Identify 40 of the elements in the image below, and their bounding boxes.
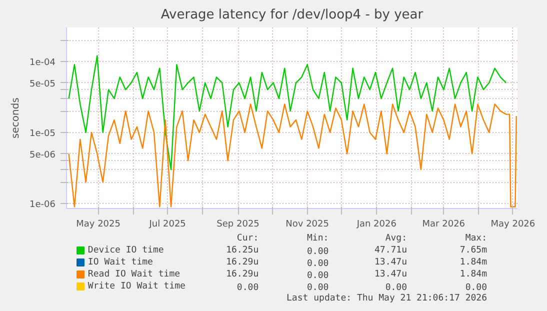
text: 1.84m: [460, 270, 487, 280]
y-tick-label: 5e-06: [30, 150, 56, 160]
text: 16.29u: [226, 258, 259, 268]
text: 16.29u: [226, 270, 259, 280]
text: 0.00: [465, 283, 488, 293]
text: 13.47u: [374, 258, 408, 268]
text: 0.00: [307, 247, 329, 257]
text: 0.00: [307, 271, 329, 281]
text: Last update: Thu May 21 21:06:17 2026: [286, 294, 487, 304]
line-series: [68, 55, 507, 170]
legend-label: Device IO time: [88, 246, 164, 256]
text: Min:: [307, 234, 329, 244]
x-tick-label: Jan 2026: [356, 220, 397, 230]
text: 0.00: [307, 259, 329, 269]
text: 47.71u: [374, 246, 408, 256]
chart-title: Average latency for /dev/loop4 - by year: [160, 8, 424, 22]
text: 1.84m: [460, 258, 487, 268]
text: Avg:: [385, 234, 408, 244]
text: Max:: [465, 234, 488, 244]
y-axis-title: seconds: [10, 98, 22, 138]
text: 16.25u: [226, 246, 259, 256]
text: 7.65m: [460, 246, 487, 256]
text: 13.47u: [374, 270, 408, 280]
legend-label: IO Wait time: [88, 258, 153, 268]
x-tick-label: May 2025: [76, 220, 120, 230]
y-tick-label: 1e-04: [30, 58, 56, 68]
y-tick-label: 1e-05: [30, 128, 56, 139]
x-tick-label: Sep 2025: [216, 220, 260, 230]
x-tick-label: May 2026: [490, 220, 536, 230]
legend-label: Write IO Wait time: [88, 282, 186, 292]
x-tick-label: Jul 2025: [148, 220, 186, 230]
text: 0.00: [385, 283, 408, 293]
y-tick-label: 5e-05: [30, 79, 56, 90]
x-tick-label: Nov 2025: [286, 220, 330, 230]
text: 0.00: [307, 283, 329, 293]
text: Cur:: [236, 234, 259, 244]
text: 0.00: [236, 283, 259, 293]
legend-label: Read IO Wait time: [88, 270, 180, 280]
x-tick-label: Mar 2026: [422, 220, 466, 230]
y-tick-label: 1e-06: [30, 200, 56, 210]
